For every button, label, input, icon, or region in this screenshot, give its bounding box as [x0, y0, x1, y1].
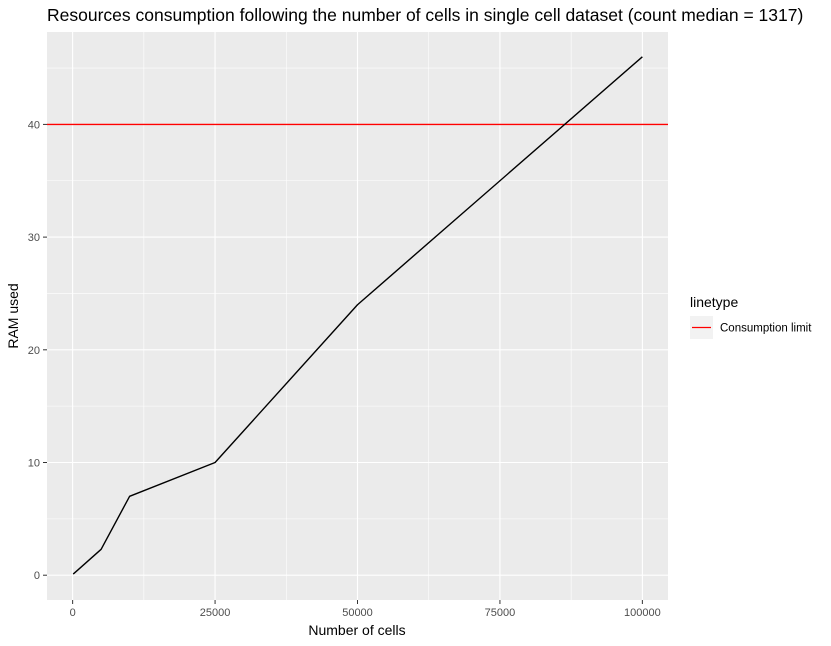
x-axis-title: Number of cells [308, 622, 405, 638]
y-tick-label: 40 [28, 119, 40, 131]
y-axis-title: RAM used [5, 283, 21, 348]
y-tick-label: 30 [28, 232, 40, 244]
chart-title: Resources consumption following the numb… [47, 5, 803, 25]
legend-title: linetype [690, 294, 738, 310]
x-tick-label: 75000 [485, 607, 516, 619]
series-lines [72, 56, 643, 575]
x-tick-label: 0 [70, 607, 76, 619]
series-line [72, 56, 643, 575]
x-tick-label: 50000 [342, 607, 373, 619]
y-tick-label: 0 [34, 570, 40, 582]
y-tick-label: 20 [28, 345, 40, 357]
x-axis: 0 25000 50000 75000 100000 [70, 600, 661, 619]
legend: linetype Consumption limit [690, 294, 812, 339]
y-axis: 0 10 20 30 40 [28, 119, 47, 582]
x-tick-label: 25000 [200, 607, 231, 619]
y-tick-label: 10 [28, 458, 40, 470]
legend-label: Consumption limit [720, 323, 812, 335]
x-tick-label: 100000 [624, 607, 661, 619]
